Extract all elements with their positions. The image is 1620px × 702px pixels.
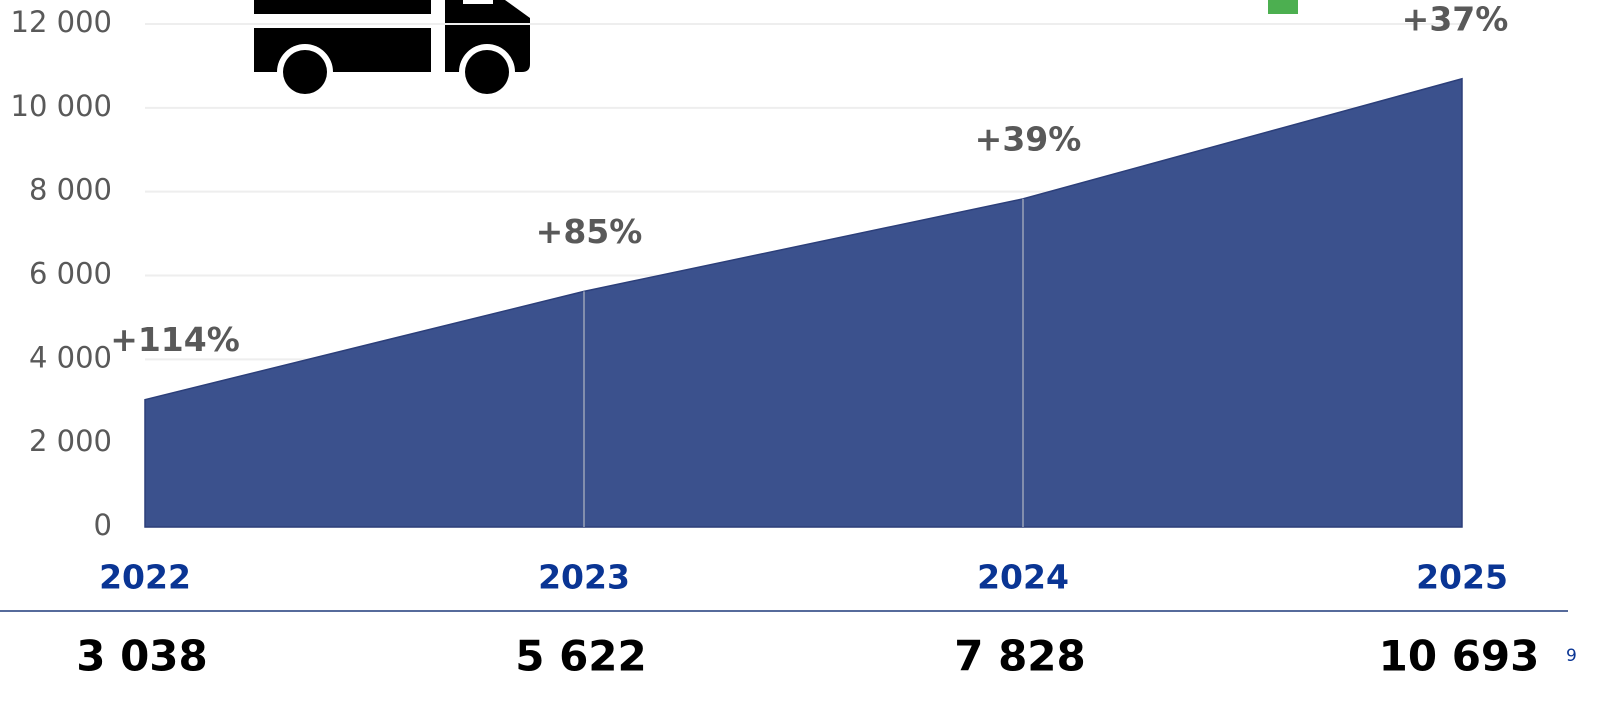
value-label: 3 038 <box>76 632 208 681</box>
y-tick-label: 0 <box>94 508 112 542</box>
y-tick-label: 10 000 <box>11 89 112 123</box>
area <box>144 77 1463 528</box>
value-label: 10 693 <box>1379 632 1540 681</box>
y-tick-label: 4 000 <box>29 340 112 374</box>
growth-label: +114% <box>110 320 240 359</box>
x-tick-label: 2022 <box>99 558 191 597</box>
page-number: 9 <box>1566 646 1577 666</box>
x-tick-label: 2023 <box>538 558 630 597</box>
growth-label: +85% <box>536 212 643 251</box>
growth-label: +37% <box>1402 0 1509 38</box>
value-label: 5 622 <box>515 632 647 681</box>
growth-label: +39% <box>975 119 1082 158</box>
y-tick-label: 2 000 <box>29 424 112 458</box>
truck-icon <box>254 0 530 100</box>
x-tick-label: 2024 <box>977 558 1069 597</box>
legend-swatch <box>1268 0 1298 14</box>
y-tick-label: 6 000 <box>29 257 112 291</box>
value-label: 7 828 <box>954 632 1086 681</box>
y-tick-label: 8 000 <box>29 173 112 207</box>
x-tick-label: 2025 <box>1416 558 1508 597</box>
y-tick-label: 12 000 <box>11 5 112 39</box>
